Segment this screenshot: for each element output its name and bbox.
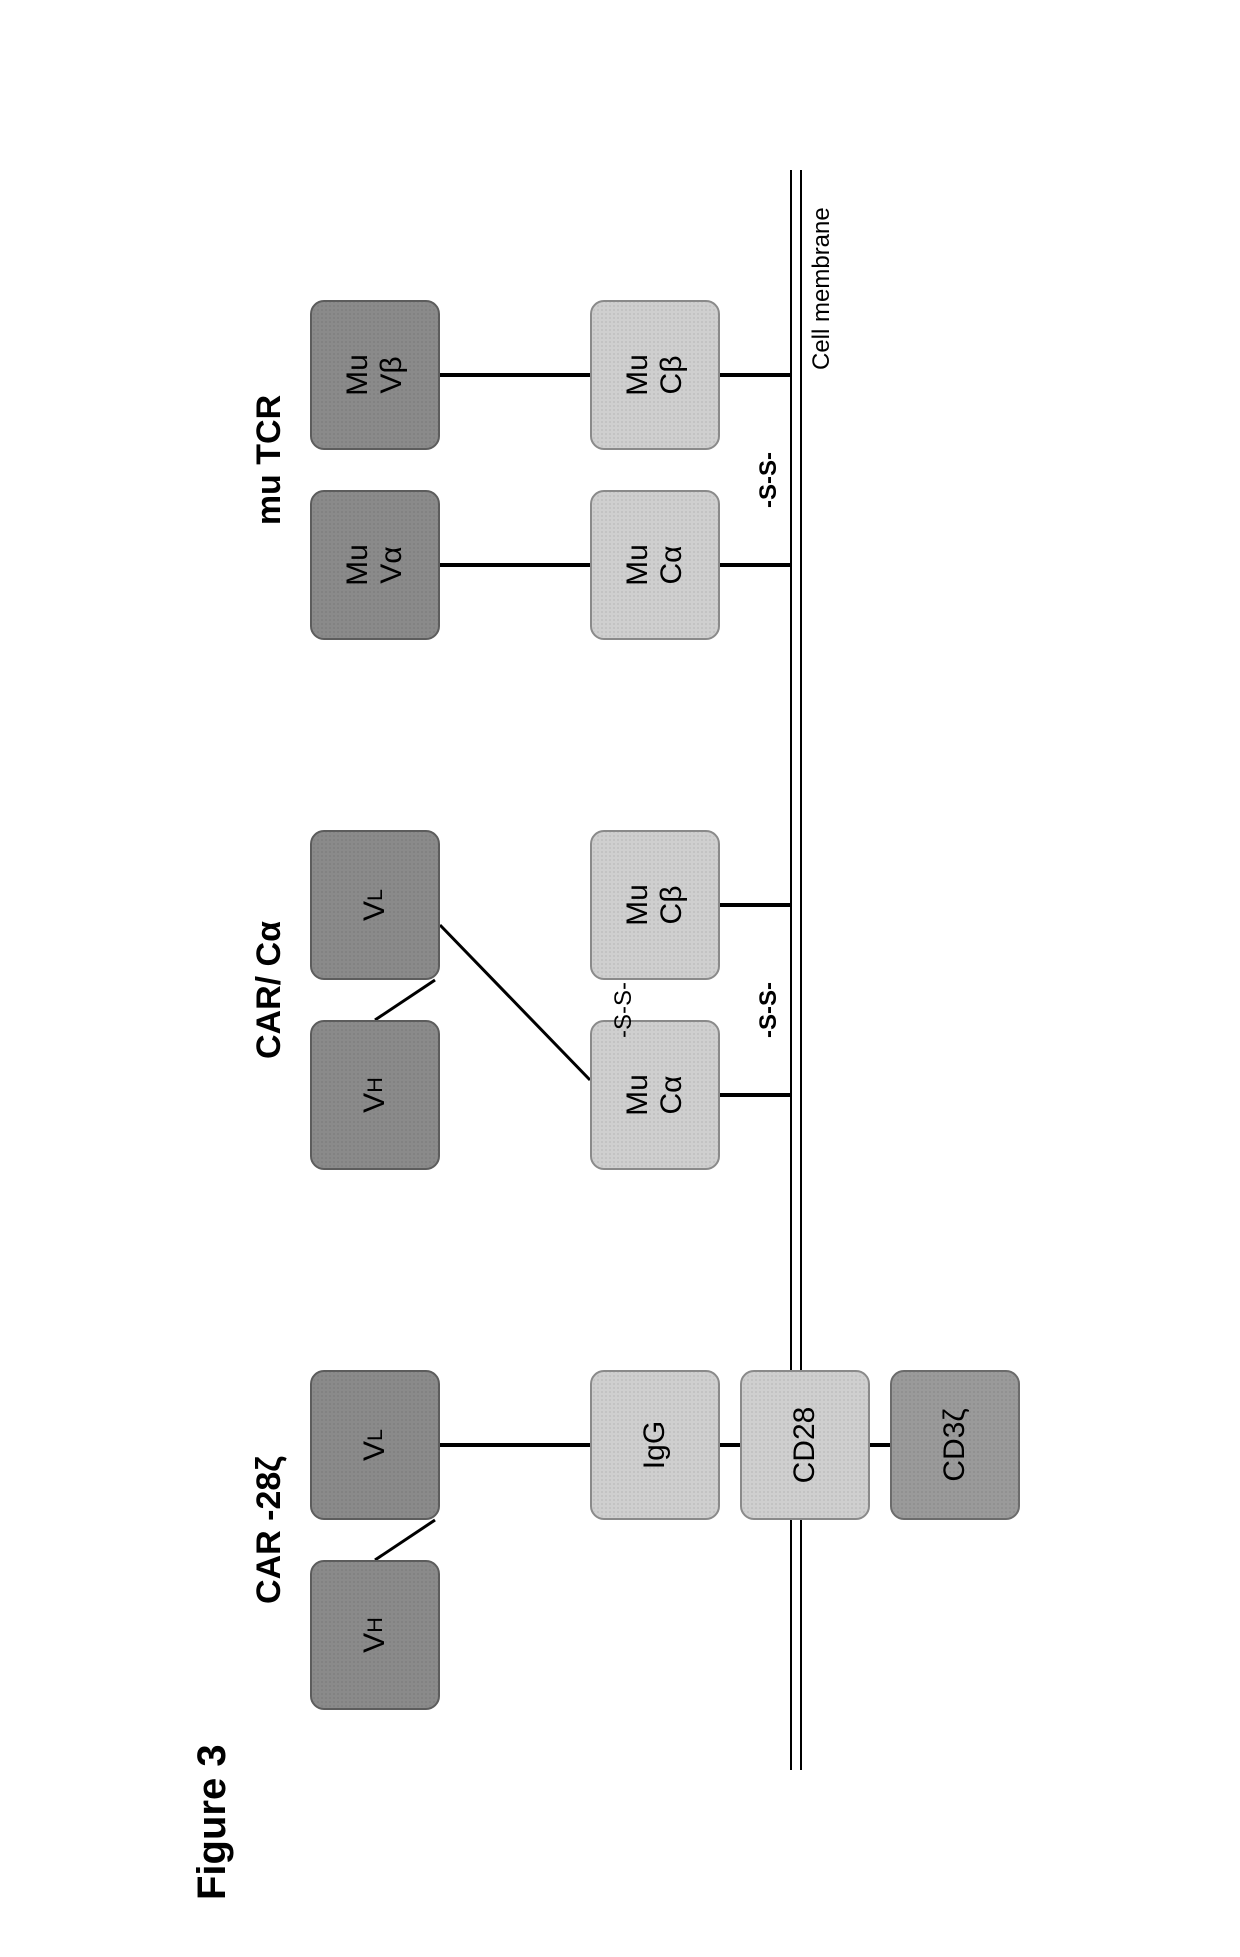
mutcr-title: mu TCR [250,280,289,640]
carca-mucb-domain: MuCβ [590,830,720,980]
diagram-stage: Cell membraneCAR -28ζVHVLIgGCD28CD3ζCAR/… [210,130,1110,1810]
connector [720,563,790,567]
carca-vh-domain: VH [310,1020,440,1170]
mutcr-muva-domain: MuVα [310,490,440,640]
connector [440,373,590,377]
mutcr-muca-domain: MuCα [590,490,720,640]
connector [720,903,790,907]
page: Figure 3 Cell membraneCAR -28ζVHVLIgGCD2… [0,0,1240,1957]
carca-vl-domain: VL [310,830,440,980]
mutcr-muvb-domain: MuVβ [310,300,440,450]
disulfide-bond-label: -S-S- [755,452,783,508]
carca-muca-domain: MuCα [590,1020,720,1170]
connector [720,373,790,377]
connector [440,563,590,567]
mutcr-mucb-domain: MuCβ [590,300,720,450]
disulfide-bond-label: -S-S- [610,982,638,1038]
disulfide-bond-label: -S-S- [755,982,783,1038]
connector [720,1093,790,1097]
